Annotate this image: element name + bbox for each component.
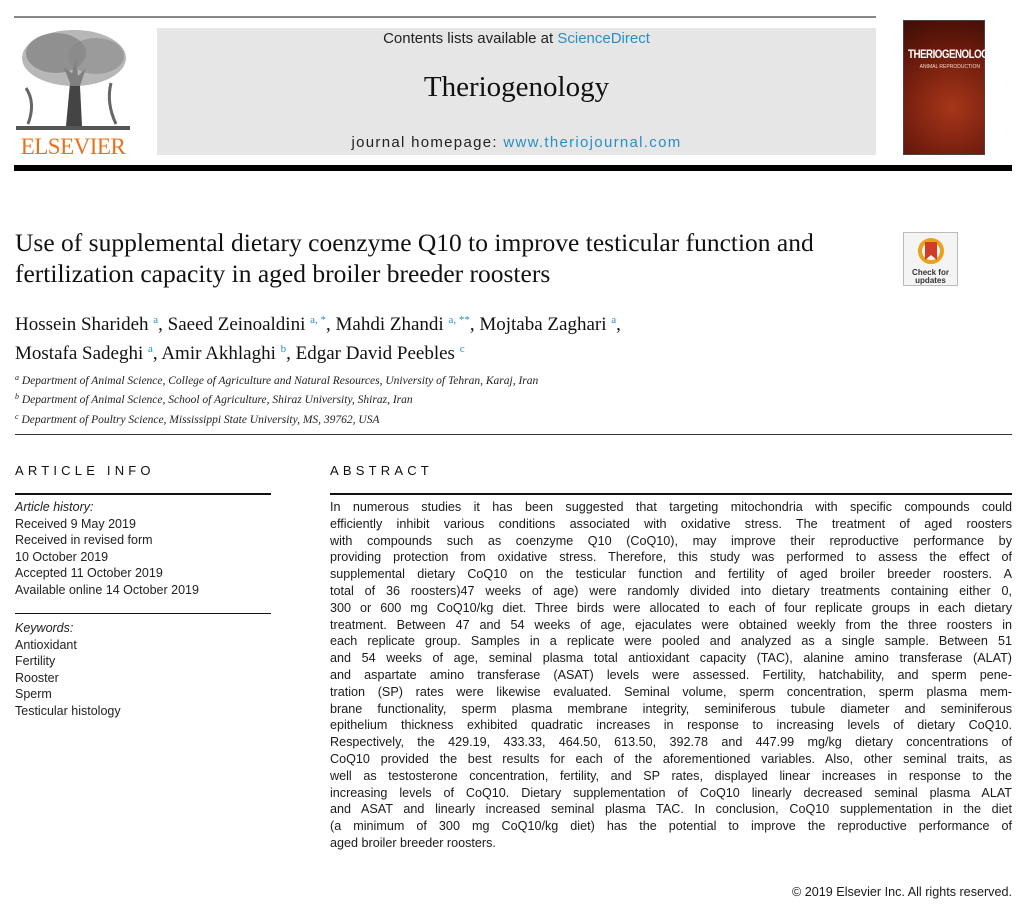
article-title: Use of supplemental dietary coenzyme Q10… xyxy=(15,228,814,288)
contents-line: Contents lists available at ScienceDirec… xyxy=(157,30,876,47)
elsevier-tree-icon xyxy=(16,30,130,130)
author-name: Mahdi Zhandi xyxy=(335,314,444,335)
journal-title[interactable]: Theriogenology xyxy=(423,71,610,103)
abstract-line: aged broiler breeder roosters. xyxy=(330,835,496,850)
author-affiliation-marker[interactable]: a xyxy=(147,343,153,355)
elsevier-logo[interactable]: ELSEVIER xyxy=(14,28,132,159)
article-info-heading: ARTICLE INFO xyxy=(15,463,155,478)
contents-label: Contents lists available at xyxy=(383,30,558,47)
author-name: Mojtaba Zaghari xyxy=(479,314,607,335)
abstract-line: In numerous studies it has been suggeste… xyxy=(330,500,1012,514)
affiliation: c Department of Poultry Science, Mississ… xyxy=(15,409,538,428)
sciencedirect-link[interactable]: ScienceDirect xyxy=(557,30,650,47)
check-for-updates-button[interactable]: Check for updates xyxy=(903,232,958,286)
abstract-line: and ASAT and linearly increased seminal … xyxy=(330,802,1012,817)
author-name: Mostafa Sadeghi xyxy=(15,343,144,364)
author[interactable]: Mahdi Zhandi a, ** xyxy=(336,314,470,335)
abstract-line: and 54 weeks of age, seminal plasma tota… xyxy=(330,651,1012,666)
author-affiliation-marker[interactable]: c xyxy=(459,343,465,355)
homepage-label: journal homepage: xyxy=(351,134,504,151)
author[interactable]: Hossein Sharideh a xyxy=(15,314,158,335)
abstract-line: treatment. Between 47 and 54 weeks of ag… xyxy=(330,617,1012,632)
author[interactable]: Mostafa Sadeghi a xyxy=(15,343,153,364)
author-list: Hossein Sharideh a, Saeed Zeinoaldini a,… xyxy=(15,314,621,364)
abstract-line: brane functionality, sperm plasma membra… xyxy=(330,701,1012,716)
author-affiliation-marker[interactable]: a, ** xyxy=(448,314,470,326)
author[interactable]: Amir Akhlaghi b xyxy=(161,343,286,364)
abstract-line: increasing levels of CoQ10. Dietary supp… xyxy=(330,785,1012,800)
article-info-rule xyxy=(15,493,271,495)
keywords-rule xyxy=(15,613,271,614)
abstract-rule xyxy=(330,493,1012,495)
abstract-line: CoQ10 provided the best results for each… xyxy=(330,751,1012,766)
top-rule xyxy=(14,16,876,18)
author-affiliation-marker[interactable]: a, * xyxy=(310,314,327,326)
affiliation: b Department of Animal Science, School o… xyxy=(15,389,538,408)
author[interactable]: Saeed Zeinoaldini a, * xyxy=(168,314,326,335)
affiliation-marker: a xyxy=(15,373,19,382)
affiliation-text: Department of Animal Science, School of … xyxy=(21,394,413,407)
journal-banner: Contents lists available at ScienceDirec… xyxy=(157,28,876,155)
keywords: Keywords: Antioxidant Fertility Rooster … xyxy=(15,620,121,719)
abstract-line: epithelium thickness exhibited quadratic… xyxy=(330,718,1012,733)
history-item: Received in revised form xyxy=(15,533,153,547)
homepage-link[interactable]: www.theriojournal.com xyxy=(503,134,682,151)
affiliation-text: Department of Animal Science, College of… xyxy=(21,375,539,387)
keyword: Antioxidant xyxy=(15,637,77,652)
homepage-line: journal homepage: www.theriojournal.com xyxy=(157,134,876,151)
cover-subtitle: ANIMAL REPRODUCTION xyxy=(919,64,980,70)
keyword: Rooster xyxy=(15,670,59,685)
abstract-line: each replicate group. Samples in a repli… xyxy=(330,634,1012,649)
keywords-label: Keywords: xyxy=(15,621,74,635)
author-affiliation-marker[interactable]: a xyxy=(611,314,617,326)
affiliation: a Department of Animal Science, College … xyxy=(15,370,538,389)
abstract-line: supplemental dietary CoQ10 on the testic… xyxy=(330,567,1012,582)
abstract-heading: ABSTRACT xyxy=(330,463,433,478)
abstract-line: Respectively, the 429.19, 433.33, 464.50… xyxy=(330,735,1012,750)
header-bar xyxy=(14,165,1012,171)
affiliation-marker: c xyxy=(15,411,19,421)
abstract-line: 300 or 600 mg CoQ10/kg diet. Three birds… xyxy=(330,600,1012,615)
keyword: Fertility xyxy=(15,654,56,668)
article-history: Article history: Received 9 May 2019 Rec… xyxy=(15,499,199,598)
abstract-line: total of 36 roosters)47 weeks of age) we… xyxy=(330,583,1012,598)
keyword: Sperm xyxy=(15,687,52,701)
history-item: Accepted 11 October 2019 xyxy=(15,566,163,580)
abstract-line: providing protection from oxidative stre… xyxy=(330,550,1012,565)
author[interactable]: Mojtaba Zaghari a xyxy=(479,314,616,335)
affiliations: a Department of Animal Science, College … xyxy=(15,370,538,428)
badge-label: Check for updates xyxy=(912,268,949,285)
bookmark-icon xyxy=(917,238,944,264)
abstract-line: and aspartate amino transferase (ASAT) l… xyxy=(330,667,1012,682)
cover-title: THERIOGENOLOGY xyxy=(908,49,995,61)
author-name: Amir Akhlaghi xyxy=(161,343,276,364)
author-affiliation-marker[interactable]: a xyxy=(153,314,159,326)
history-item: Received 9 May 2019 xyxy=(15,516,136,531)
divider xyxy=(15,434,1012,435)
history-item: 10 October 2019 xyxy=(15,549,109,564)
author-name: Hossein Sharideh xyxy=(15,314,149,335)
elsevier-wordmark: ELSEVIER xyxy=(20,134,126,159)
abstract-line: efficiently inhibit various conditions a… xyxy=(330,516,1012,531)
author-name: Saeed Zeinoaldini xyxy=(167,314,306,335)
history-label: Article history: xyxy=(15,500,94,514)
abstract-line: (a minimum of 300 mg CoQ10/kg diet) has … xyxy=(330,819,1012,834)
affiliation-marker: b xyxy=(15,392,19,402)
abstract-line: well as testosterone concentration, fert… xyxy=(330,768,1012,783)
author-affiliation-marker[interactable]: b xyxy=(280,343,287,355)
history-item: Available online 14 October 2019 xyxy=(15,582,199,597)
keyword: Testicular histology xyxy=(15,703,121,718)
affiliation-text: Department of Poultry Science, Mississip… xyxy=(21,413,380,426)
abstract-line: with compounds such as coenzyme Q10 (CoQ… xyxy=(330,533,1012,548)
author[interactable]: Edgar David Peebles c xyxy=(296,343,465,364)
abstract-line: tration (SP) rates were likewise evaluat… xyxy=(330,684,1012,699)
journal-cover[interactable]: THERIOGENOLOGY ANIMAL REPRODUCTION xyxy=(903,20,995,155)
copyright: © 2019 Elsevier Inc. All rights reserved… xyxy=(792,885,1012,899)
abstract-body: In numerous studies it has been suggeste… xyxy=(330,499,1012,852)
author-name: Edgar David Peebles xyxy=(295,343,455,364)
